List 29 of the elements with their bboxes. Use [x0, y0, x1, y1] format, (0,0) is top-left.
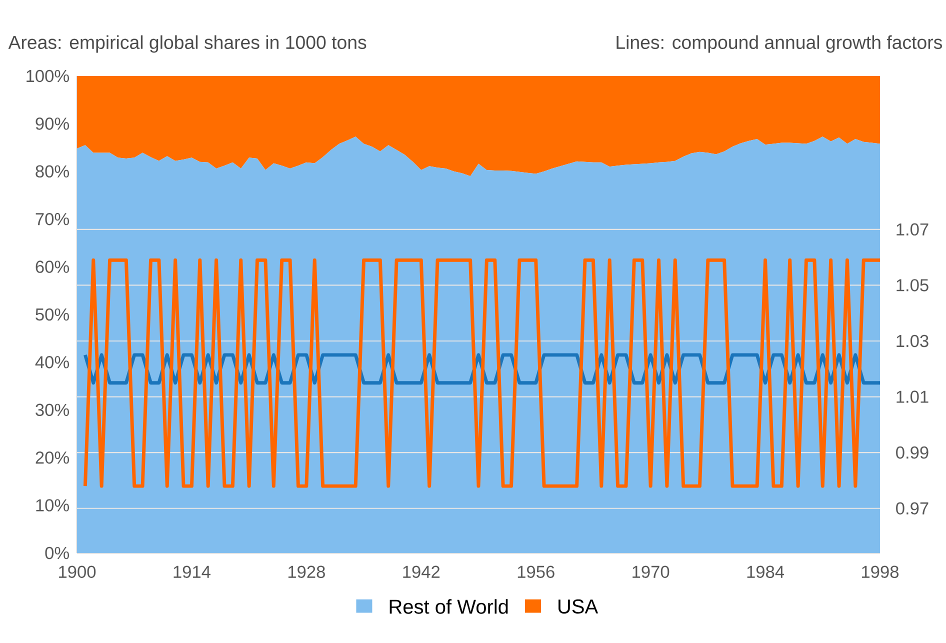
legend-label: USA: [558, 599, 598, 614]
y2-tick-label: 1.03: [896, 334, 928, 348]
y-tick-label: 50%: [36, 308, 70, 321]
y2-tick-label: 1.05: [896, 279, 928, 292]
y-tick-label: 60%: [36, 260, 70, 273]
y2-tick-label: 0.97: [896, 502, 928, 514]
x-tick-label: 1942: [403, 566, 440, 578]
x-tick-label: 1956: [518, 566, 554, 578]
y-tick-label: 30%: [36, 404, 70, 416]
y-tick-label: 10%: [36, 499, 70, 512]
y-tick-label: 100%: [26, 70, 70, 82]
x-tick-label: 1970: [632, 566, 670, 578]
x-tick-label: 1914: [174, 566, 210, 578]
x-tick-label: 1998: [862, 566, 899, 578]
y-tick-label: 40%: [35, 356, 70, 368]
text: Areas: empirical global shares in 1000 tons: [8, 35, 366, 53]
y2-tick-label: 1.07: [896, 223, 928, 236]
y-tick-label: 0%: [45, 546, 70, 560]
y-tick-label: 70%: [36, 212, 70, 226]
x-tick-label: 1984: [747, 566, 784, 578]
y-tick-label: 90%: [36, 118, 70, 130]
x-tick-label: 1900: [59, 566, 96, 578]
legend-label: Rest of World: [390, 599, 508, 614]
text: Lines: compound annual growth factors: [616, 35, 942, 53]
y-tick-label: 20%: [36, 451, 70, 464]
y2-tick-label: 1.01: [896, 390, 928, 403]
x-tick-label: 1928: [288, 566, 325, 578]
y-tick-label: 80%: [36, 165, 70, 178]
y2-tick-label: 0.99: [896, 446, 928, 459]
